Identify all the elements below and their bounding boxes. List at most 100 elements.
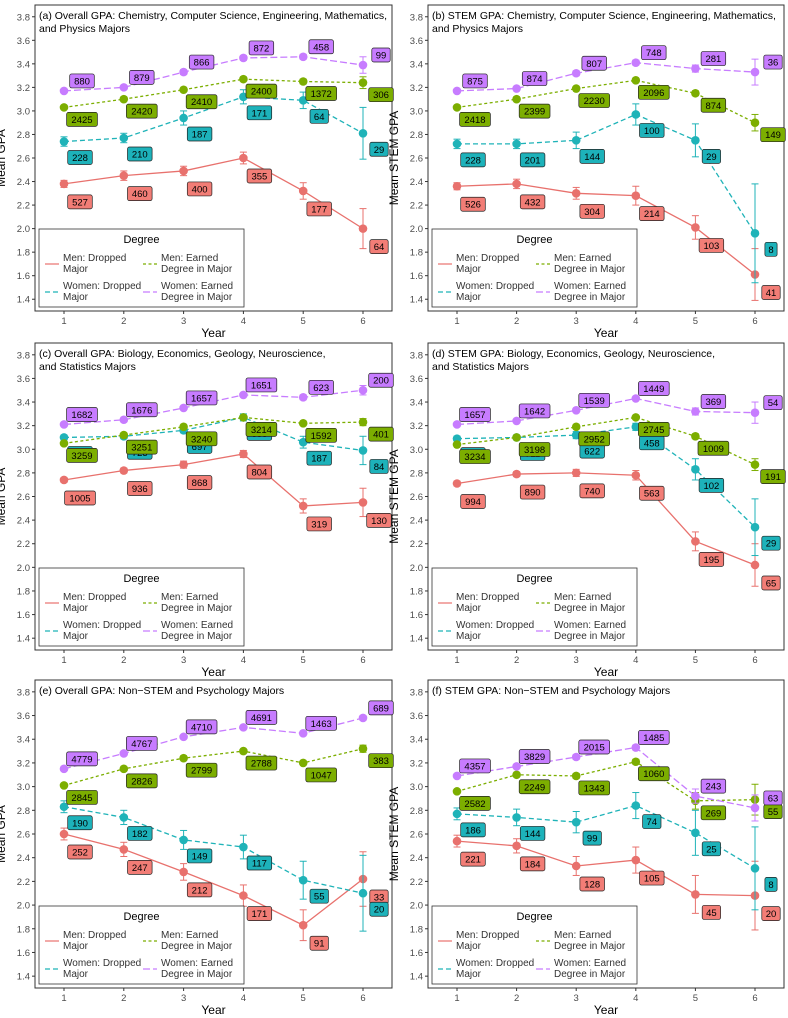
data-point-md — [691, 223, 700, 232]
legend-label: Major — [456, 941, 482, 952]
series-line-md — [456, 840, 756, 897]
y-tick-label: 3.6 — [410, 374, 423, 385]
count-label: 100 — [644, 126, 660, 137]
count-label-box — [186, 882, 213, 898]
count-label-box — [641, 45, 667, 61]
y-tick-label: 2.4 — [410, 516, 423, 527]
y-axis-title: Mean GPA — [0, 468, 8, 526]
data-point-me — [750, 460, 760, 469]
legend-box — [38, 905, 245, 985]
x-tick-label: 1 — [61, 316, 66, 327]
count-label-box — [460, 494, 486, 509]
legend-label: Major — [63, 969, 89, 980]
count-label-box — [69, 73, 95, 89]
legend-label: Major — [456, 631, 482, 642]
count-label: 269 — [705, 808, 721, 819]
legend-label: Women: Earned — [554, 958, 626, 969]
y-tick-label: 3.0 — [410, 106, 423, 117]
count-label-box — [459, 112, 491, 127]
y-tick-label: 3.2 — [410, 758, 423, 769]
count-label-box — [64, 490, 96, 506]
count-label-box — [578, 739, 610, 755]
count-label-box — [697, 440, 730, 456]
count-label: 874 — [705, 101, 721, 112]
data-point-we — [59, 764, 69, 774]
data-point-wd — [452, 809, 462, 819]
data-point-we — [631, 394, 641, 403]
data-point-md — [59, 829, 69, 839]
count-label-box — [245, 755, 278, 771]
data-point-we — [119, 749, 129, 758]
count-label-box — [521, 71, 548, 86]
count-label: 184 — [525, 859, 541, 870]
legend-label: Women: Dropped — [456, 281, 534, 292]
x-tick-label: 4 — [241, 993, 246, 1004]
count-label-box — [698, 238, 725, 253]
legend-title: Degree — [123, 234, 159, 246]
count-label-box — [185, 390, 218, 406]
count-label-box — [460, 152, 486, 168]
y-tick-label: 2.0 — [17, 901, 30, 912]
count-label: 2799 — [191, 766, 212, 777]
count-label-box — [459, 449, 491, 464]
data-point-md — [571, 468, 581, 478]
y-tick-label: 2.4 — [410, 853, 423, 864]
count-label-box — [700, 51, 727, 66]
data-point-me — [298, 758, 308, 768]
data-point-md — [631, 855, 641, 865]
count-label-box — [518, 403, 551, 419]
legend-label: Men: Dropped — [456, 930, 519, 941]
x-tick-label: 3 — [181, 316, 186, 327]
count-label: 1009 — [703, 444, 724, 455]
count-label-box — [764, 877, 778, 892]
legend-label: Women: Earned — [554, 620, 626, 631]
series-line-md — [63, 453, 364, 507]
count-label: 36 — [768, 58, 779, 69]
count-label-box — [126, 773, 158, 789]
count-label: 2845 — [71, 793, 92, 804]
count-label: 99 — [587, 834, 598, 845]
panel-title-line1: (e) Overall GPA: Non−STEM and Psychology… — [39, 685, 284, 697]
data-point-me — [119, 430, 129, 440]
count-label-box — [188, 54, 215, 70]
count-label: 1372 — [311, 89, 332, 100]
count-label: 1651 — [251, 380, 272, 391]
data-point-me — [571, 771, 581, 781]
data-point-md — [358, 498, 368, 507]
count-label-box — [306, 516, 332, 532]
count-label: 149 — [192, 851, 208, 862]
count-label: 3259 — [71, 451, 92, 462]
data-point-wd — [358, 888, 368, 898]
data-point-we — [452, 86, 462, 96]
x-tick-label: 3 — [574, 993, 579, 1004]
x-tick-label: 6 — [752, 655, 757, 666]
count-label: 281 — [705, 54, 721, 65]
legend-label: Women: Earned — [554, 281, 626, 292]
data-point-we — [239, 390, 248, 400]
y-tick-label: 3.2 — [410, 421, 423, 432]
data-point-wd — [239, 842, 248, 852]
data-point-we — [452, 420, 462, 429]
x-tick-label: 2 — [514, 316, 519, 327]
x-tick-label: 3 — [574, 316, 579, 327]
legend-label: Men: Earned — [554, 930, 611, 941]
data-point-md — [452, 836, 462, 846]
y-tick-label: 1.6 — [410, 610, 423, 621]
count-label: 2788 — [251, 759, 272, 770]
y-tick-label: 1.8 — [410, 586, 423, 597]
data-point-wd — [750, 864, 760, 873]
y-tick-label: 1.8 — [17, 924, 30, 935]
count-label-box — [761, 535, 781, 551]
count-label-box — [309, 888, 329, 904]
x-tick-label: 4 — [633, 655, 638, 666]
y-tick-label: 1.8 — [410, 924, 423, 935]
y-tick-label: 1.6 — [17, 271, 30, 282]
count-label-box — [306, 450, 332, 466]
count-label: 149 — [765, 130, 781, 141]
count-label: 4767 — [131, 739, 152, 750]
count-label: 177 — [311, 204, 327, 215]
count-label: 195 — [703, 555, 719, 566]
y-tick-label: 3.8 — [17, 12, 30, 23]
count-label: 1449 — [643, 384, 664, 395]
data-point-md — [298, 186, 308, 196]
